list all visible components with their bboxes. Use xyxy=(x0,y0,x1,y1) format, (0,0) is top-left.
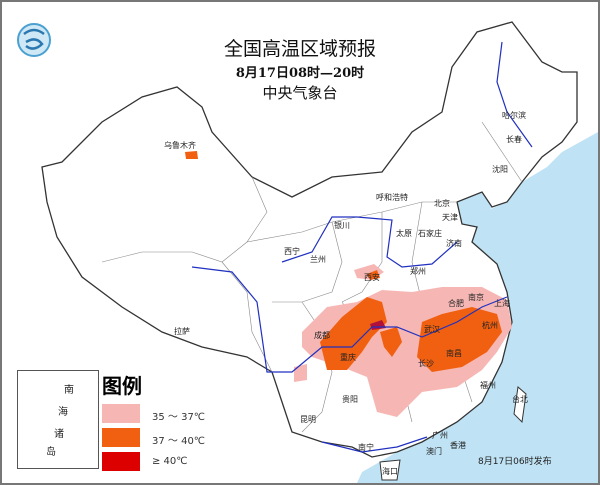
inset-char: 海 xyxy=(58,407,68,418)
bohai-sea xyxy=(457,192,492,227)
city-label: 南昌 xyxy=(446,349,462,358)
city-label: 贵阳 xyxy=(342,395,358,404)
songhua-river xyxy=(496,41,533,148)
city-label: 乌鲁木齐 xyxy=(164,141,196,150)
city-label: 长春 xyxy=(506,135,522,144)
sea xyxy=(357,132,598,483)
city-label: 台北 xyxy=(512,395,528,404)
heat-37-40 xyxy=(367,270,380,280)
cma-logo-icon xyxy=(17,23,51,57)
city-label: 成都 xyxy=(314,331,330,340)
yangtze-river xyxy=(191,266,508,373)
city-label: 西安 xyxy=(364,273,380,282)
heat-37-40 xyxy=(380,327,402,357)
legend-swatch-40-plus xyxy=(102,452,140,471)
issued-time: 8月17日06时发布 xyxy=(478,457,552,467)
south-china-sea-inset: 南 海 诸 岛 xyxy=(17,370,99,469)
yellow-river xyxy=(281,216,458,268)
inset-char: 岛 xyxy=(46,447,56,458)
hainan xyxy=(379,459,401,481)
city-label: 昆明 xyxy=(300,415,316,424)
city-label: 重庆 xyxy=(340,353,356,362)
city-label: 哈尔滨 xyxy=(502,111,526,120)
city-label: 拉萨 xyxy=(174,327,190,336)
inset-char: 诸 xyxy=(54,429,64,440)
city-label: 兰州 xyxy=(310,255,326,264)
city-label: 太原 xyxy=(396,229,412,238)
heat-37-40 xyxy=(417,307,502,372)
legend-title: 图例 xyxy=(102,374,142,398)
inset-char: 南 xyxy=(64,385,74,396)
city-label: 武汉 xyxy=(424,325,440,334)
city-label: 香港 xyxy=(450,441,466,450)
heat-37-40 xyxy=(185,151,198,159)
legend-swatch-35-37 xyxy=(102,404,140,423)
pearl-river xyxy=(321,436,428,453)
city-label: 杭州 xyxy=(482,321,498,330)
issuer: 中央气象台 xyxy=(262,84,338,102)
city-label: 南京 xyxy=(468,293,484,302)
city-label: 北京 xyxy=(434,199,450,208)
city-label: 福州 xyxy=(480,381,496,390)
city-label: 澳门 xyxy=(426,447,442,456)
legend-swatch-37-40 xyxy=(102,428,140,447)
city-label: 银川 xyxy=(334,221,350,230)
city-label: 上海 xyxy=(494,299,510,308)
map-title: 全国高温区域预报 xyxy=(223,38,376,60)
taiwan xyxy=(513,386,527,424)
city-label: 海口 xyxy=(382,467,398,476)
city-label: 合肥 xyxy=(448,299,464,308)
city-label: 呼和浩特 xyxy=(376,193,408,202)
city-label: 长沙 xyxy=(418,359,434,368)
rivers xyxy=(191,41,533,453)
forecast-period: 8月17日08时—20时 xyxy=(235,66,365,81)
heat-35-37 xyxy=(294,364,307,382)
city-label: 广州 xyxy=(432,431,448,440)
city-label: 石家庄 xyxy=(418,229,442,238)
city-label: 沈阳 xyxy=(492,165,508,174)
heat-areas xyxy=(185,151,512,417)
legend-label: ≥ 40℃ xyxy=(152,456,188,467)
legend-label: 37 ～ 40℃ xyxy=(152,436,206,447)
city-label: 郑州 xyxy=(410,267,426,276)
city-label: 西宁 xyxy=(284,247,300,256)
heat-37-40 xyxy=(320,297,387,370)
city-label: 天津 xyxy=(442,213,458,222)
city-label: 南宁 xyxy=(358,443,374,452)
legend-label: 35 ～ 37℃ xyxy=(152,412,206,423)
city-label: 济南 xyxy=(446,239,462,248)
